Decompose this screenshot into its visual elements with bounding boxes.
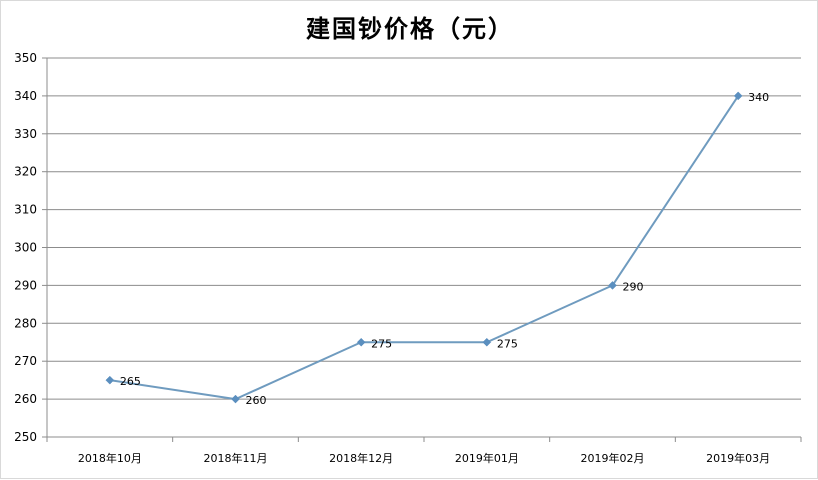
data-label: 275	[371, 337, 392, 350]
data-label: 275	[497, 337, 518, 350]
y-axis-ticks: 250 260 270 280 290 300 310 320 330 340 350	[14, 51, 37, 444]
data-label: 340	[748, 91, 769, 104]
data-point-marker	[231, 394, 240, 404]
data-label: 260	[246, 394, 267, 407]
data-label: 290	[623, 280, 644, 293]
y-tick-label: 320	[14, 165, 37, 179]
y-tick-label: 250	[14, 430, 37, 444]
x-tick-label: 2018年11月	[204, 451, 268, 465]
y-tick-label: 270	[14, 354, 37, 368]
gridlines	[47, 57, 801, 400]
data-point-marker	[356, 337, 366, 347]
series-line	[109, 95, 740, 401]
data-point-marker	[482, 337, 492, 347]
x-tick-label: 2018年12月	[329, 451, 393, 465]
x-tick-label: 2019年01月	[455, 451, 519, 465]
x-tick-label: 2019年03月	[706, 451, 770, 465]
chart-title: 建国钞价格（元）	[306, 14, 514, 43]
data-point-marker	[733, 91, 743, 101]
data-labels: 265 260 275 275 290 340	[120, 91, 769, 407]
x-axis-ticks: 2018年10月 2018年11月 2018年12月 2019年01月 2019年02月…	[78, 451, 770, 465]
y-tick-label: 280	[14, 316, 37, 330]
y-tick-label: 290	[14, 278, 37, 292]
data-point-marker	[105, 375, 115, 385]
y-tick-label: 340	[14, 89, 37, 103]
y-tick-label: 350	[14, 51, 37, 65]
series	[105, 91, 743, 404]
x-tick-label: 2018年10月	[78, 451, 142, 465]
x-tick-label: 2019年02月	[581, 451, 645, 465]
data-label: 265	[120, 375, 141, 388]
data-point-marker	[608, 281, 617, 290]
y-tick-label: 260	[14, 392, 37, 406]
axes	[42, 57, 802, 442]
y-tick-label: 300	[14, 241, 37, 255]
y-tick-label: 330	[14, 127, 37, 141]
y-tick-label: 310	[14, 203, 37, 217]
